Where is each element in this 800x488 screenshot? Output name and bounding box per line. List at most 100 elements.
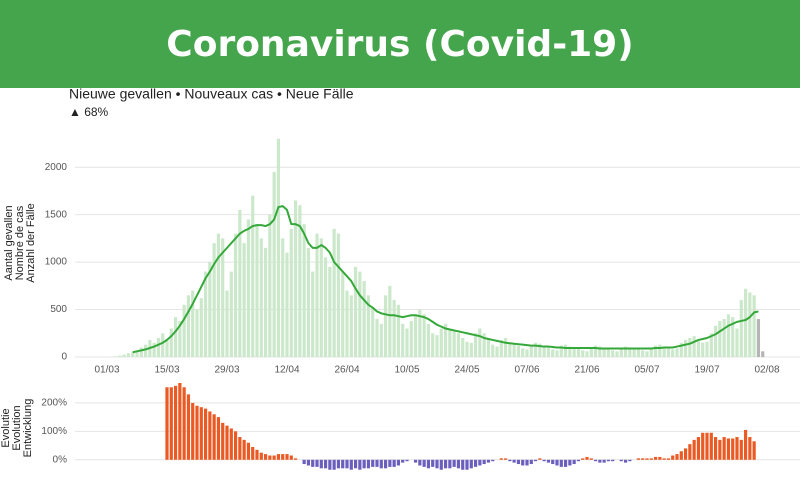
- bar: [593, 459, 598, 462]
- bar: [683, 448, 688, 460]
- bar: [761, 351, 765, 357]
- bar: [628, 459, 632, 462]
- bar: [443, 459, 448, 469]
- bar: [251, 195, 255, 357]
- bar: [679, 342, 683, 357]
- bar: [413, 314, 418, 357]
- bar: [113, 356, 118, 357]
- bar: [743, 429, 748, 460]
- bar: [555, 459, 559, 466]
- bar: [328, 266, 332, 357]
- bar: [469, 342, 473, 357]
- bar: [233, 233, 238, 357]
- bar: [521, 459, 525, 466]
- y-tick-label: 0: [61, 352, 67, 363]
- bar: [353, 266, 358, 357]
- bar: [606, 349, 611, 357]
- bar: [435, 335, 439, 357]
- bar: [709, 333, 713, 357]
- bar: [508, 459, 512, 462]
- bar: [598, 459, 602, 463]
- bar: [156, 338, 161, 357]
- bar: [448, 328, 452, 357]
- bar: [336, 233, 341, 357]
- bar: [576, 348, 581, 357]
- bar: [512, 459, 516, 463]
- bar: [619, 347, 623, 357]
- bar: [426, 323, 431, 357]
- y-tick-label: 1500: [45, 209, 68, 220]
- bar: [473, 333, 478, 357]
- bar: [602, 459, 606, 463]
- bar: [585, 351, 589, 357]
- bar: [508, 342, 512, 357]
- bar: [448, 459, 452, 469]
- bar: [388, 459, 392, 467]
- bar: [559, 345, 563, 357]
- bar: [225, 425, 229, 460]
- bar: [233, 431, 238, 460]
- bar: [242, 439, 246, 460]
- y-axis-label: Evolution: [11, 405, 23, 450]
- x-tick-label: 19/07: [694, 365, 719, 376]
- bar: [366, 459, 371, 469]
- bar: [503, 458, 508, 460]
- bar: [623, 459, 628, 463]
- bar: [683, 339, 688, 357]
- bar: [696, 340, 701, 357]
- bar: [182, 304, 186, 357]
- bar: [653, 345, 658, 357]
- y-tick-label: 1000: [45, 257, 68, 268]
- bar: [422, 459, 426, 467]
- bar: [431, 333, 435, 357]
- bar: [306, 247, 311, 357]
- bar: [461, 338, 465, 357]
- bar: [302, 224, 306, 357]
- bar: [289, 455, 293, 460]
- bar: [752, 441, 756, 460]
- bar: [191, 402, 195, 460]
- bar: [718, 320, 722, 357]
- bar: [491, 459, 495, 462]
- bar: [593, 345, 598, 357]
- bar: [401, 459, 405, 463]
- bar: [465, 459, 469, 470]
- bar: [452, 330, 456, 357]
- bar: [563, 344, 568, 357]
- y-tick-label: 0%: [53, 454, 68, 465]
- bar: [281, 454, 285, 460]
- bar: [705, 341, 709, 357]
- bar: [272, 171, 276, 357]
- bar: [306, 459, 311, 466]
- bar: [409, 320, 413, 357]
- bar: [521, 348, 525, 357]
- bar: [692, 336, 696, 357]
- bar: [375, 319, 379, 357]
- bar: [701, 432, 705, 460]
- bar: [516, 345, 521, 357]
- bar: [456, 459, 461, 469]
- x-tick-label: 15/03: [154, 365, 179, 376]
- bar: [199, 298, 203, 357]
- bar: [581, 458, 585, 460]
- bar: [568, 459, 572, 466]
- x-tick-label: 26/04: [334, 365, 359, 376]
- bar: [358, 459, 362, 470]
- bar: [203, 408, 208, 460]
- bar: [122, 354, 126, 357]
- y-tick-label: 100%: [41, 426, 67, 437]
- bar: [739, 439, 743, 460]
- bar: [118, 355, 122, 357]
- bar: [743, 288, 748, 357]
- bar: [589, 458, 593, 460]
- bar: [216, 233, 221, 357]
- bar: [345, 459, 349, 469]
- bar: [641, 458, 645, 460]
- bar: [465, 341, 469, 357]
- bar: [439, 328, 443, 357]
- bar: [705, 432, 709, 460]
- bar: [276, 138, 281, 357]
- bar: [203, 271, 208, 357]
- bar: [358, 271, 362, 357]
- x-tick-label: 02/08: [754, 365, 779, 376]
